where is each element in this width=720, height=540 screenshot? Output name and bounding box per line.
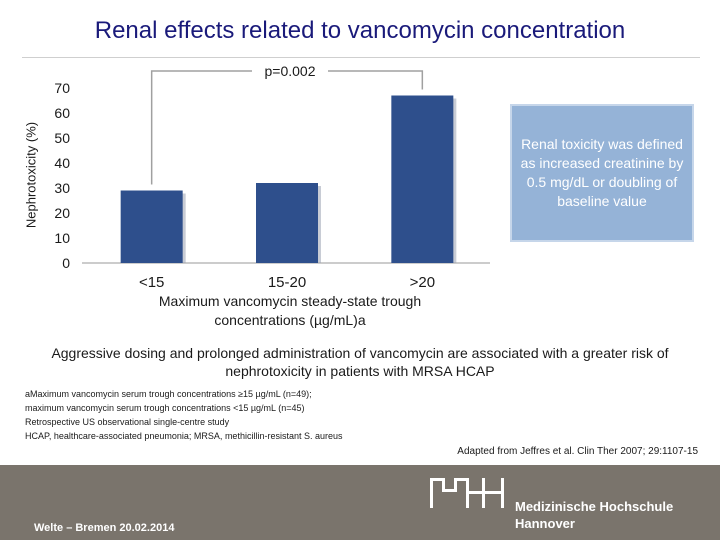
- x-tick-label: >20: [410, 274, 435, 291]
- x-tick-label: <15: [139, 274, 164, 291]
- y-tick-label: 60: [54, 105, 70, 121]
- p-value-background: [252, 59, 328, 83]
- footnote-2: maximum vancomycin serum trough concentr…: [25, 403, 305, 413]
- footnote-3: Retrospective US observational single-ce…: [25, 417, 230, 427]
- definition-callout: Renal toxicity was defined as increased …: [510, 104, 694, 242]
- bar-chart: 0 10 20 30 40 50 60 70 <15 15-20 >20 p=0.002: [54, 59, 490, 291]
- x-tick-label: 15-20: [268, 274, 306, 291]
- summary-statement: Aggressive dosing and prolonged administ…: [51, 345, 669, 379]
- mhh-logo-icon: [430, 478, 504, 508]
- y-tick-label: 40: [54, 155, 70, 171]
- bar: [120, 190, 183, 263]
- y-tick-label: 30: [54, 180, 70, 196]
- x-axis-label: Maximum vancomycin steady-state trough c…: [158, 293, 422, 328]
- significance-bracket: [150, 70, 424, 185]
- footnotes: aMaximum vancomycin serum trough concent…: [25, 387, 342, 443]
- slide-title: Renal effects related to vancomycin conc…: [94, 17, 626, 44]
- institution-line-1: Medizinische Hochschule: [515, 499, 674, 514]
- footer-bar: Medizinische Hochschule Hannover Welte –…: [0, 465, 720, 540]
- source-citation: Adapted from Jeffres et al. Clin Ther 20…: [457, 446, 698, 457]
- callout-text: Renal toxicity was defined as increased …: [520, 136, 684, 209]
- presenter-date: Welte – Bremen 20.02.2014: [34, 522, 175, 534]
- y-tick-label: 20: [54, 205, 70, 221]
- p-value-label: p=0.002: [265, 63, 316, 79]
- y-tick-label: 10: [54, 230, 70, 246]
- footnote-4: HCAP, healthcare-associated pneumonia; M…: [25, 431, 343, 441]
- bar: [391, 95, 454, 263]
- bar: [256, 183, 318, 263]
- y-tick-label: 70: [54, 80, 70, 96]
- y-tick-label: 50: [54, 130, 70, 146]
- institution-line-2: Hannover: [515, 516, 575, 531]
- footnote-1: aMaximum vancomycin serum trough concent…: [25, 389, 312, 399]
- institution-name: Medizinische Hochschule Hannover: [515, 498, 673, 532]
- y-tick-label: 0: [62, 255, 70, 271]
- title-divider: [22, 57, 700, 58]
